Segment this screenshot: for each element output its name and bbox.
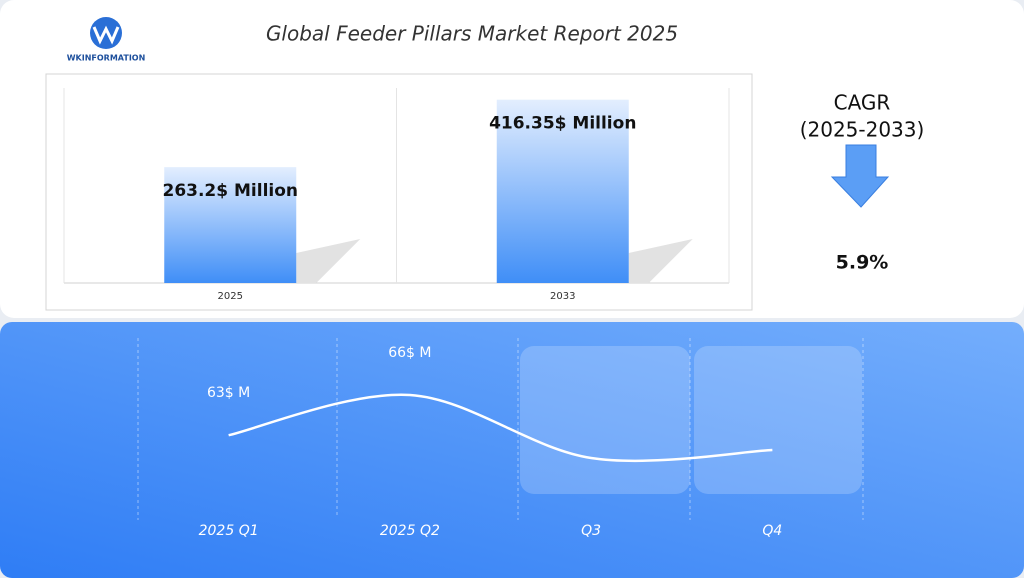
x-tick-label: 2025 Q2 [380,523,440,539]
bar-shadow [628,239,693,283]
highlight-box [520,346,690,494]
x-tick-label: 2033 [550,291,575,302]
logo-icon [90,17,122,49]
x-tick-label: Q3 [581,523,601,539]
highlight-box [694,346,862,494]
x-tick-label: Q4 [762,523,782,539]
logo-text: WKINFORMATION [67,54,146,63]
bar-value-label: 263.2$ Million [162,181,298,201]
point-value-label: 66$ M [388,345,431,361]
bar-value-label: 416.35$ Million [489,114,636,134]
logo-mark [92,25,120,45]
bar-shadow [296,239,361,283]
cagr-arrow [830,144,890,208]
point-value-label: 63$ M [207,385,250,401]
bottom-card [0,322,1024,578]
bar [164,167,297,283]
cagr-label: CAGR [834,91,891,115]
line [228,393,773,463]
x-tick-label: 2025 Q1 [199,523,259,539]
cagr-period: (2025-2033) [800,118,925,142]
page-title: Global Feeder Pillars Market Report 2025 [266,22,678,46]
bar [496,99,629,283]
x-tick-label: 2025 [218,291,243,302]
cagr-value: 5.9% [836,252,889,274]
divider-lines [137,338,864,520]
